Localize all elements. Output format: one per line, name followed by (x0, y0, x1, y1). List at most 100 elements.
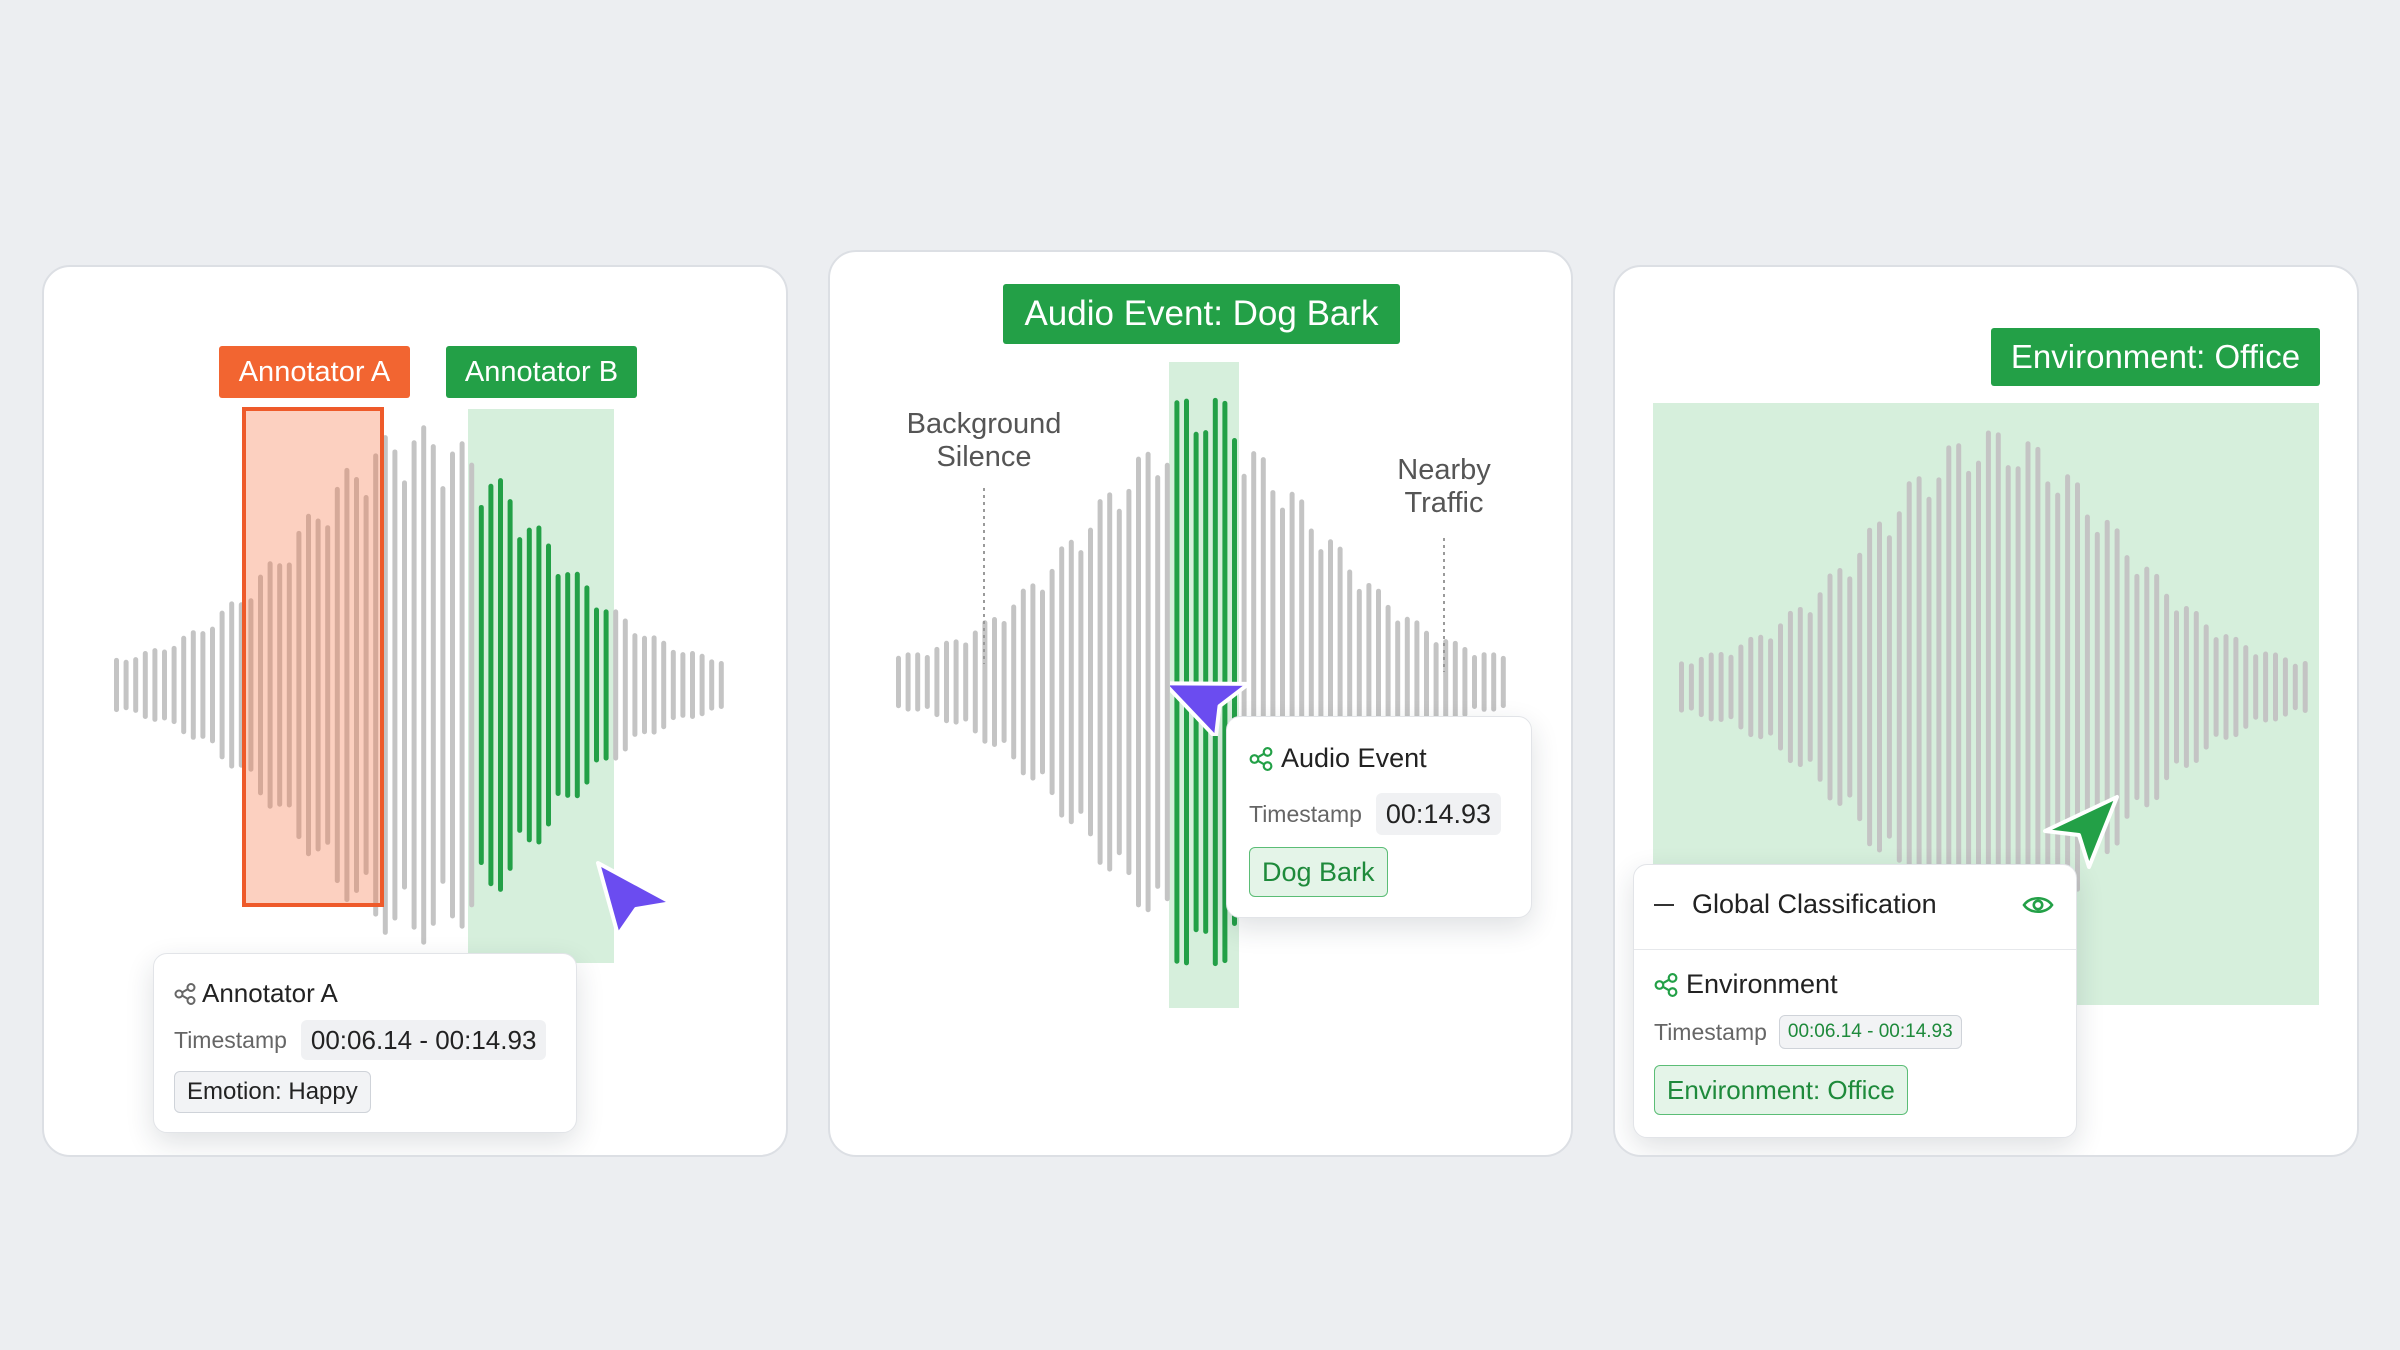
card-header-title: Global Classification (1692, 889, 1937, 919)
waveform-bar (1926, 496, 1932, 878)
waveform-bar (258, 574, 263, 796)
waveform-bar (1867, 527, 1873, 847)
waveform-bar (450, 451, 455, 919)
waveform-bar (680, 652, 686, 718)
audio-event-card[interactable]: Audio Event Timestamp 00:14.93 Dog Bark (1226, 716, 1532, 918)
waveform-bar (1936, 477, 1942, 897)
waveform-bar (1966, 470, 1972, 904)
waveform-bar (1679, 661, 1684, 713)
waveform-bar (1145, 451, 1151, 913)
waveform-bar (2174, 610, 2179, 764)
timestamp-value[interactable]: 00:06.14 - 00:14.93 (1778, 1015, 1962, 1049)
card-title: Audio Event (1281, 743, 1427, 773)
waveform-bar (459, 441, 465, 929)
waveform-bar (229, 601, 235, 769)
environment-tag[interactable]: Environment: Office (1991, 328, 2320, 386)
waveform-bar (574, 571, 580, 799)
timestamp-value[interactable]: 00:06.14 - 00:14.93 (300, 1020, 547, 1060)
cursor-arrow-icon (1170, 681, 1251, 736)
waveform-bar (133, 657, 139, 713)
waveform-bar (1708, 652, 1714, 722)
card-title: Annotator A (202, 978, 338, 1008)
waveform-bar (181, 635, 187, 735)
waveform-bar (1078, 550, 1084, 814)
waveform-bar (315, 518, 321, 852)
waveform-bar (210, 626, 215, 744)
minus-icon[interactable] (1654, 903, 1674, 906)
waveform-bar (1116, 508, 1122, 856)
timestamp-value[interactable]: 00:14.93 (1375, 793, 1501, 835)
waveform-bar (536, 525, 542, 845)
waveform-bar (1738, 644, 1744, 730)
timestamp-label: Timestamp (174, 1026, 287, 1053)
waveform-bar (944, 640, 949, 724)
waveform-a (114, 407, 724, 963)
waveform-bar (555, 573, 561, 797)
waveform-bar (507, 499, 513, 871)
audio-event-tag[interactable]: Audio Event: Dog Bark (1003, 284, 1400, 344)
cursor-arrow-icon (596, 861, 674, 937)
waveform-bar (1443, 639, 1449, 725)
share-nodes-icon (174, 982, 196, 1005)
waveform-bar (517, 537, 523, 833)
waveform-bar (1688, 663, 1694, 711)
waveform-bar (1976, 460, 1981, 914)
waveform-bar (469, 462, 475, 908)
waveform-bar (2154, 573, 2160, 801)
waveform-bar (1758, 634, 1764, 740)
waveform-bar (963, 642, 969, 722)
waveform-bar (2045, 481, 2051, 893)
timestamp-label: Timestamp (1654, 1018, 1767, 1045)
waveform-bar (1001, 620, 1007, 744)
waveform-bar (1906, 481, 1912, 893)
waveform-bar (546, 543, 551, 827)
waveform-bar (277, 563, 283, 807)
waveform-bar (1030, 583, 1036, 781)
waveform-bar (2005, 465, 2011, 909)
waveform-bar (2273, 652, 2278, 722)
environment-label-chip[interactable]: Environment: Office (1654, 1065, 1908, 1115)
waveform-bar (1946, 445, 1952, 929)
waveform-bar (1956, 443, 1962, 931)
annotator-a-tag[interactable]: Annotator A (219, 346, 410, 398)
waveform-bar (1462, 646, 1468, 718)
global-classification-card[interactable]: Global Classification Environment Timest… (1633, 864, 2077, 1138)
waveform-bar (1395, 620, 1401, 744)
waveform-bar (2203, 624, 2209, 750)
annotator-a-card[interactable]: Annotator A Timestamp 00:06.14 - 00:14.9… (153, 953, 577, 1133)
waveform-bar (2094, 531, 2100, 843)
waveform-bar (325, 525, 331, 845)
waveform-bar (373, 453, 379, 917)
waveform-bar (1797, 606, 1803, 768)
waveform-bar (1857, 552, 1863, 822)
waveform-bar (1164, 462, 1170, 902)
waveform-bar (2223, 634, 2229, 740)
dog-bark-label-chip[interactable]: Dog Bark (1249, 847, 1388, 897)
annotator-a-region[interactable] (242, 407, 384, 907)
waveform-bar (296, 530, 302, 840)
waveform-bar (1414, 620, 1420, 744)
waveform-bar (565, 572, 571, 798)
waveform-bar (924, 654, 930, 710)
waveform-bar (1817, 592, 1823, 782)
waveform-bar (526, 527, 532, 843)
waveform-bar (670, 649, 676, 721)
emotion-label-chip[interactable]: Emotion: Happy (174, 1071, 371, 1113)
waveform-bar (219, 610, 225, 760)
waveform-bar (190, 630, 196, 740)
card-header (1634, 865, 2076, 950)
background-silence-note: Background Silence (906, 408, 1062, 473)
waveform-bar (440, 486, 446, 884)
waveform-bar (1491, 652, 1497, 712)
waveform-bar (1011, 604, 1017, 760)
waveform-bar (1404, 616, 1410, 748)
waveform-bar (603, 609, 609, 761)
waveform-bar (934, 646, 940, 718)
waveform-bar (594, 607, 599, 763)
eye-icon[interactable] (2022, 893, 2054, 917)
waveform-bar (421, 425, 427, 945)
annotator-b-tag[interactable]: Annotator B (446, 346, 637, 398)
waveform-bar (478, 504, 484, 866)
waveform-bar (363, 494, 369, 876)
waveform-bar (354, 476, 359, 894)
